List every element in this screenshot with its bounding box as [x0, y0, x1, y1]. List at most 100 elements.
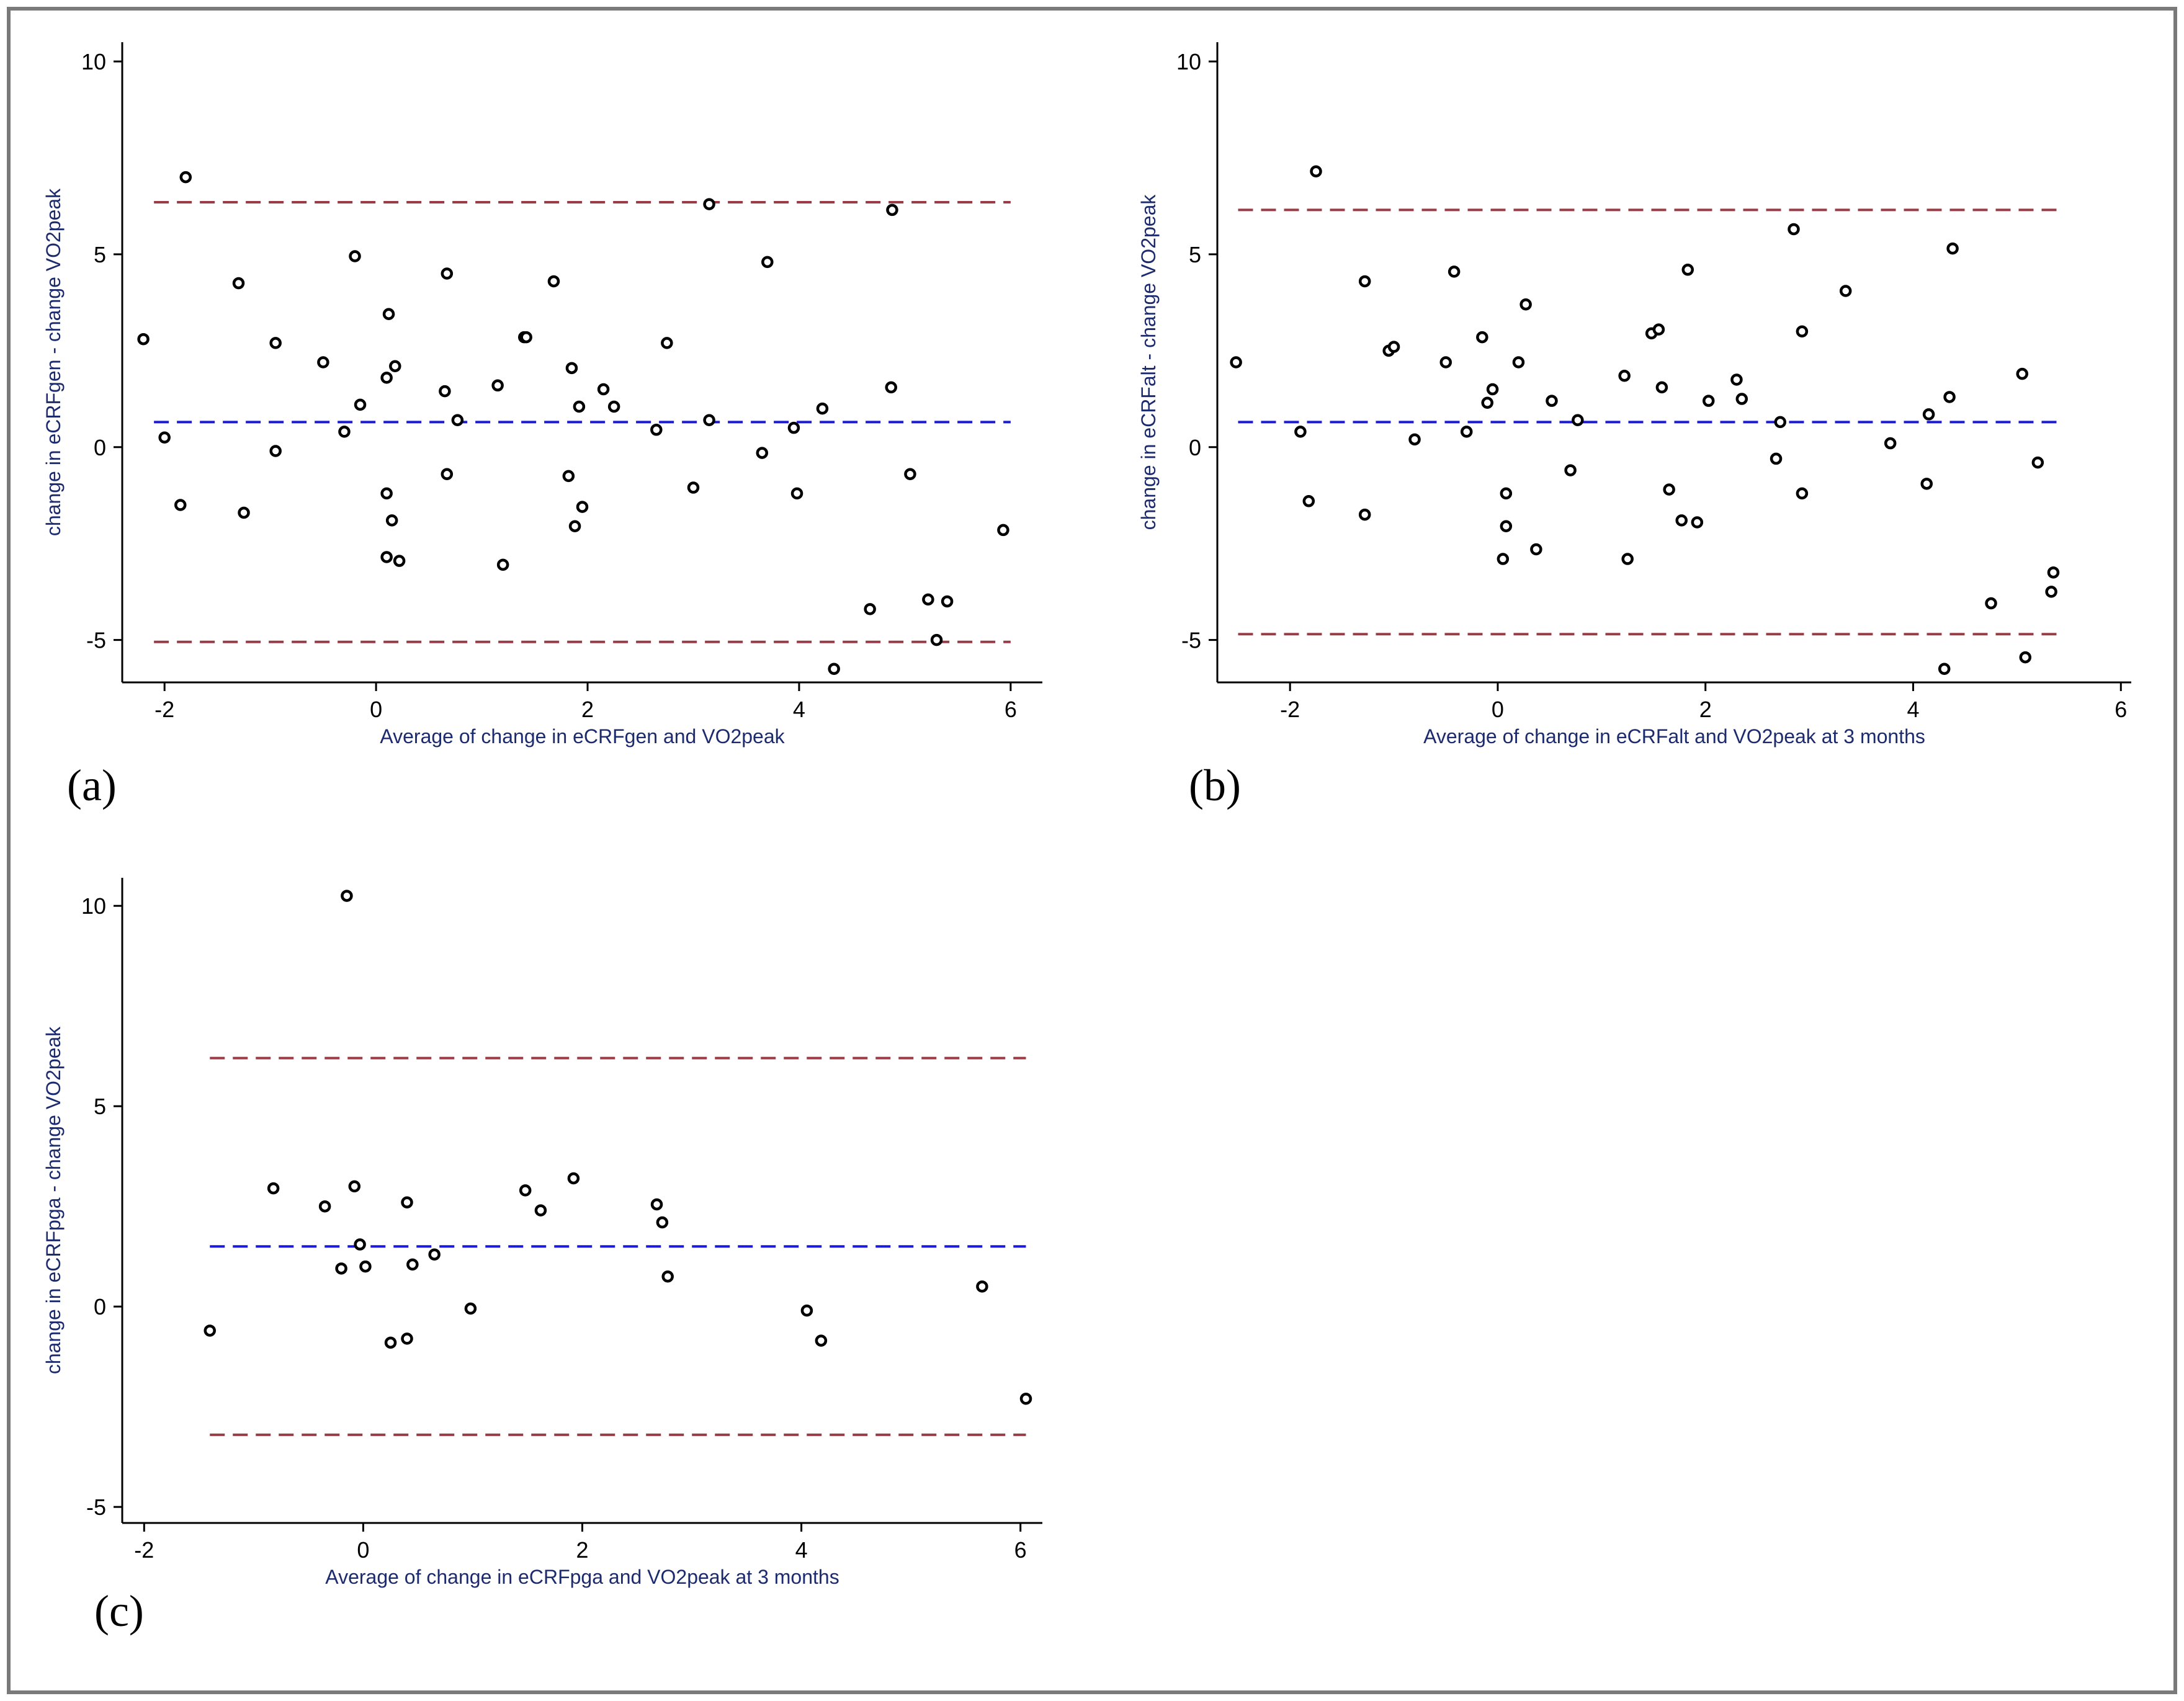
data-point	[756, 447, 769, 459]
data-point	[1618, 370, 1631, 382]
data-point	[1358, 275, 1371, 288]
y-tick-label: 10	[81, 49, 106, 74]
data-point	[1302, 495, 1315, 507]
data-point	[349, 250, 361, 262]
data-point	[885, 381, 897, 394]
data-point	[348, 1180, 361, 1193]
data-point	[1691, 516, 1704, 529]
y-tick-label: 0	[94, 435, 106, 460]
data-point	[650, 1198, 663, 1211]
data-point	[607, 400, 620, 413]
data-point	[380, 372, 393, 384]
y-tick-label: -5	[86, 628, 106, 653]
data-point	[1943, 391, 1956, 403]
data-point	[1486, 383, 1499, 396]
data-point	[1530, 543, 1542, 556]
data-point	[650, 424, 663, 436]
x-tick-label: -2	[1280, 697, 1300, 722]
x-tick-label: 0	[357, 1537, 369, 1563]
data-point	[238, 506, 250, 519]
data-point	[886, 203, 898, 217]
panel-label-c: (c)	[94, 1586, 144, 1636]
data-point	[491, 379, 504, 392]
data-point	[2019, 651, 2032, 664]
data-point	[703, 414, 715, 427]
data-point	[137, 333, 150, 346]
data-point	[441, 267, 454, 280]
data-point	[1920, 478, 1933, 490]
chart-panel-c: -5 0 5 10 -2 0 2 4 6 Average of change in eCRFpga…	[42, 878, 1042, 1588]
data-point	[1230, 356, 1242, 368]
x-tick-label: 2	[581, 697, 594, 722]
data-point	[354, 1238, 366, 1251]
data-point	[338, 426, 351, 438]
data-point	[815, 1334, 828, 1347]
data-point	[997, 524, 1009, 537]
data-point	[790, 487, 803, 500]
data-point	[1922, 408, 1935, 421]
data-point	[1774, 416, 1786, 429]
data-point	[496, 558, 509, 571]
y-tick-label: -5	[86, 1494, 106, 1520]
data-point	[269, 445, 282, 457]
x-tick-label: -2	[154, 697, 174, 722]
data-point	[597, 383, 610, 396]
x-tick-label: 6	[1005, 697, 1017, 722]
data-point	[568, 520, 581, 532]
data-point	[335, 1262, 347, 1275]
data-point	[1387, 341, 1400, 353]
figure-border	[7, 7, 2177, 1694]
data-point	[441, 468, 454, 481]
data-point	[1839, 285, 1852, 297]
data-point	[1572, 414, 1584, 427]
data-point	[576, 501, 589, 513]
data-point	[385, 514, 398, 527]
data-point	[1730, 373, 1743, 386]
data-point	[1655, 381, 1668, 394]
x-tick-label: 0	[1492, 697, 1504, 722]
data-point	[1938, 663, 1951, 675]
data-point	[1663, 483, 1675, 496]
data-point	[656, 1216, 669, 1229]
data-point	[1652, 323, 1665, 336]
y-axis-label: change in eCRFgen - change VO2peak	[42, 188, 65, 536]
data-point	[562, 470, 575, 483]
data-point	[787, 421, 800, 434]
data-point	[904, 468, 916, 481]
data-point	[2016, 367, 2028, 380]
data-point	[1702, 395, 1715, 407]
data-point	[1770, 452, 1783, 465]
data-point	[389, 360, 401, 372]
x-axis-label: Average of change in eCRFpga and VO2peak…	[325, 1566, 839, 1588]
x-tick-label: -2	[134, 1537, 154, 1563]
data-point	[1796, 487, 1809, 500]
data-point	[2045, 586, 2057, 598]
y-tick-label: 5	[1189, 242, 1201, 267]
y-tick-label: 5	[94, 242, 106, 267]
data-point	[661, 337, 673, 349]
data-point	[1735, 393, 1748, 405]
data-point	[1788, 223, 1800, 236]
data-point	[1675, 514, 1688, 527]
data-point	[439, 385, 451, 398]
y-tick-label: 5	[94, 1094, 106, 1119]
data-point	[267, 1182, 280, 1195]
x-tick-label: 6	[2115, 697, 2127, 722]
data-point	[1497, 553, 1510, 565]
data-point	[1681, 264, 1694, 276]
y-tick-label: 10	[1176, 49, 1201, 74]
data-point	[428, 1248, 441, 1261]
data-point	[232, 277, 245, 290]
data-point	[1448, 266, 1461, 278]
data-point	[380, 551, 393, 563]
y-axis-label: change in eCRFpga - change VO2peak	[42, 1026, 65, 1374]
data-point	[179, 171, 192, 184]
data-point	[384, 1336, 397, 1349]
data-point	[354, 398, 367, 411]
data-point	[174, 499, 187, 511]
data-point	[382, 308, 395, 321]
chart-panel-b: -5 0 5 10 -2 0 2 4 6 Average of change in eCRFalt…	[1137, 42, 2131, 748]
x-tick-label: 2	[576, 1537, 588, 1563]
data-point	[1408, 433, 1421, 446]
